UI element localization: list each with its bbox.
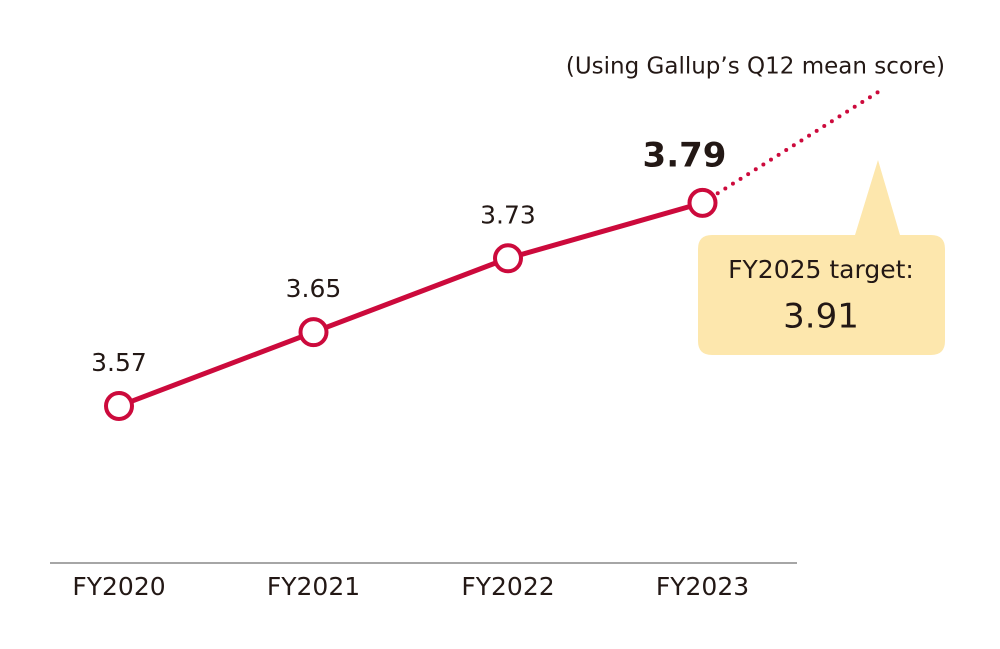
target-projection [700, 90, 880, 205]
x-tick-label: FY2022 [461, 572, 554, 601]
point [104, 391, 134, 422]
point [493, 243, 523, 274]
point [298, 317, 329, 348]
x-tick-label: FY2021 [267, 572, 360, 601]
point [687, 187, 718, 218]
x-tick-label: FY2023 [656, 572, 749, 601]
target-label: FY2025 target: [728, 255, 914, 284]
data-label: 3.79 [643, 135, 727, 175]
chart-note: (Using Gallup’s Q12 mean score) [566, 54, 945, 80]
data-label: 3.73 [480, 200, 536, 229]
line [118, 200, 704, 409]
data-label: 3.57 [91, 348, 147, 377]
callout-bubble [698, 160, 945, 355]
x-tick-label: FY2020 [72, 572, 165, 601]
target-value: 3.91 [783, 297, 859, 337]
data-label: 3.65 [286, 274, 342, 303]
